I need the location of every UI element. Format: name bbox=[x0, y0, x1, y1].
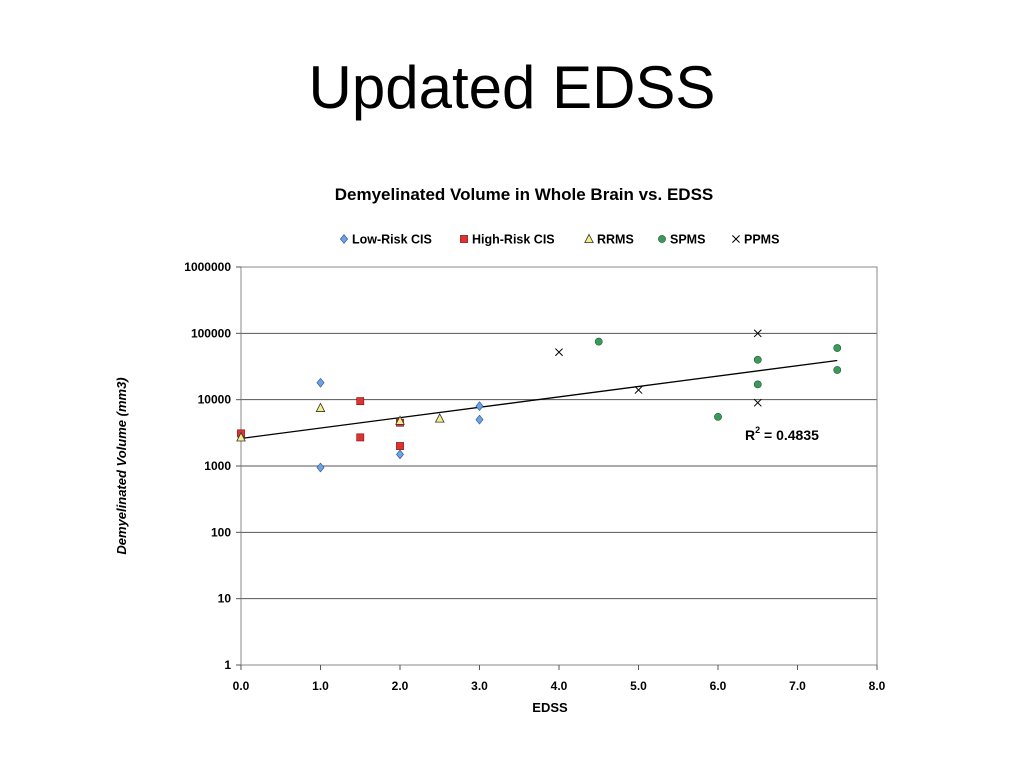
legend-marker-rrms bbox=[584, 233, 594, 244]
chart-title: Demyelinated Volume in Whole Brain vs. E… bbox=[335, 185, 714, 204]
legend-label-low-risk-cis: Low-Risk CIS bbox=[352, 233, 432, 247]
r-squared-annotation: R2 = 0.4835 bbox=[745, 425, 819, 443]
data-points bbox=[236, 329, 842, 473]
data-point-spms bbox=[833, 344, 842, 352]
r-superscript: 2 bbox=[755, 425, 760, 435]
x-axis-ticks: 0.0 1.0 2.0 3.0 4.0 5.0 6.0 7.0 8.0 bbox=[233, 665, 886, 693]
data-point-spms bbox=[753, 380, 762, 389]
legend-marker-spms bbox=[658, 235, 666, 243]
data-point-high-risk-cis bbox=[396, 442, 404, 450]
x-tick-label: 6.0 bbox=[710, 679, 727, 693]
y-tick-label: 1 bbox=[224, 658, 231, 672]
trendline bbox=[240, 359, 838, 440]
x-tick-label: 8.0 bbox=[869, 679, 886, 693]
data-point-ppms bbox=[753, 398, 762, 407]
data-point-low-risk-cis bbox=[316, 462, 325, 473]
chart-legend: Low-Risk CIS High-Risk CIS RRMS SPMS PPMS bbox=[340, 233, 779, 247]
legend-item-spms: SPMS bbox=[658, 233, 705, 247]
data-point-high-risk-cis bbox=[356, 397, 365, 406]
data-point-rrms bbox=[236, 431, 246, 442]
legend-item-high-risk-cis: High-Risk CIS bbox=[460, 233, 555, 247]
data-point-rrms bbox=[315, 402, 326, 412]
x-tick-label: 5.0 bbox=[630, 679, 647, 693]
y-tick-label: 100000 bbox=[191, 326, 231, 340]
y-axis-ticks: 1 10 100 1000 10000 100000 1000000 bbox=[184, 260, 241, 672]
data-point-ppms bbox=[753, 329, 762, 338]
r-label: R bbox=[745, 427, 755, 443]
y-tick-label: 10 bbox=[218, 592, 232, 606]
y-tick-label: 10000 bbox=[198, 393, 232, 407]
y-tick-label: 1000000 bbox=[184, 260, 231, 274]
slide-title: Updated EDSS bbox=[308, 54, 716, 121]
y-tick-label: 1000 bbox=[204, 459, 231, 473]
data-point-low-risk-cis bbox=[316, 377, 325, 388]
x-tick-label: 3.0 bbox=[471, 679, 488, 693]
data-point-spms bbox=[833, 366, 842, 374]
legend-label-high-risk-cis: High-Risk CIS bbox=[472, 233, 555, 247]
data-point-ppms bbox=[555, 348, 563, 357]
data-point-low-risk-cis bbox=[475, 414, 484, 425]
data-point-rrms bbox=[395, 415, 405, 425]
legend-item-rrms: RRMS bbox=[584, 233, 634, 247]
legend-item-low-risk-cis: Low-Risk CIS bbox=[340, 233, 432, 247]
data-point-spms bbox=[714, 412, 722, 421]
y-axis-label: Demyelinated Volume (mm3) bbox=[114, 377, 129, 554]
data-point-low-risk-cis bbox=[475, 401, 484, 411]
legend-marker-high-risk-cis bbox=[460, 235, 468, 243]
x-tick-label: 0.0 bbox=[233, 679, 250, 693]
x-tick-label: 7.0 bbox=[789, 679, 806, 693]
legend-item-ppms: PPMS bbox=[732, 233, 779, 247]
data-point-spms bbox=[753, 355, 762, 364]
legend-marker-ppms bbox=[732, 235, 740, 243]
data-point-ppms bbox=[634, 386, 643, 394]
x-axis-label: EDSS bbox=[532, 700, 568, 715]
r-value: = 0.4835 bbox=[760, 427, 819, 443]
legend-label-rrms: RRMS bbox=[597, 233, 634, 247]
x-tick-label: 1.0 bbox=[312, 679, 329, 693]
data-point-high-risk-cis bbox=[356, 433, 365, 442]
legend-label-ppms: PPMS bbox=[744, 233, 779, 247]
data-point-spms bbox=[594, 337, 603, 346]
grid-lines bbox=[241, 332, 877, 600]
data-point-low-risk-cis bbox=[396, 449, 404, 460]
x-tick-label: 2.0 bbox=[392, 679, 409, 693]
y-tick-label: 100 bbox=[211, 525, 231, 539]
legend-label-spms: SPMS bbox=[670, 233, 705, 247]
data-point-rrms bbox=[434, 413, 445, 423]
legend-marker-low-risk-cis bbox=[340, 234, 348, 244]
x-tick-label: 4.0 bbox=[551, 679, 568, 693]
